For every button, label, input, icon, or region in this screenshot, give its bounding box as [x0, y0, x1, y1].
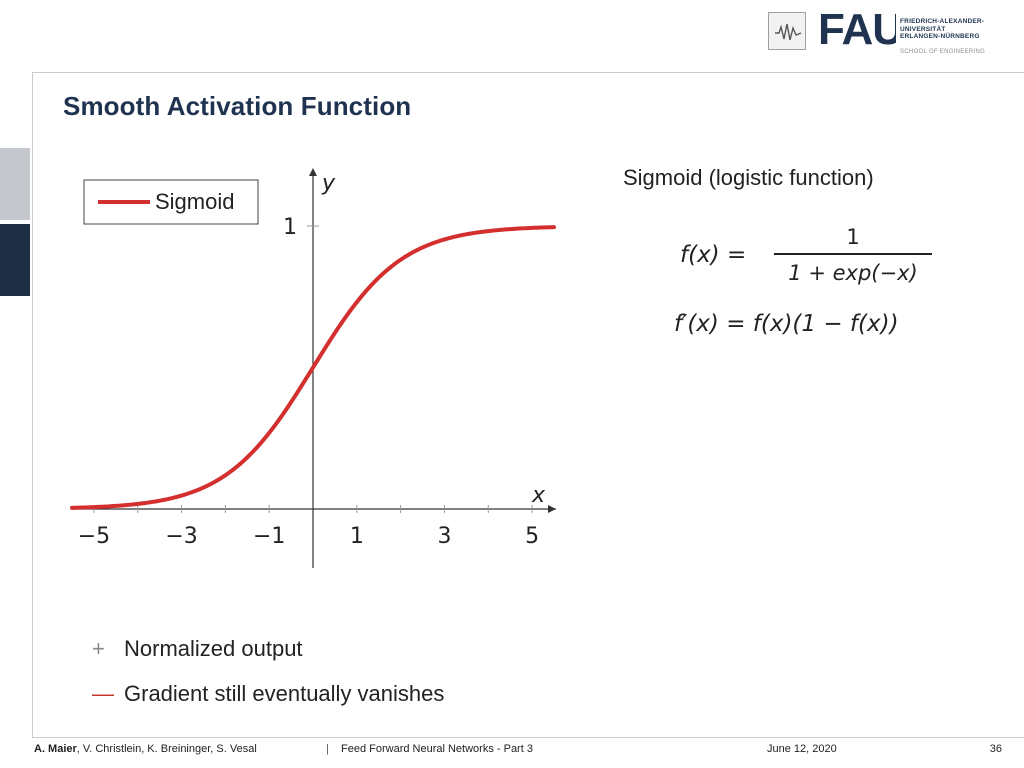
legend-label: Sigmoid [155, 189, 234, 214]
page-number: 36 [989, 743, 1002, 755]
fraction-denominator: 1 + exp(−x) [788, 260, 918, 285]
x-axis-label: x [531, 483, 546, 508]
bullet-text: Normalized output [124, 636, 303, 661]
slide-footer: A. Maier, V. Christlein, K. Breininger, … [34, 743, 1014, 761]
footer-date: June 12, 2020 [767, 743, 837, 755]
slide-header: FAU FRIEDRICH-ALEXANDER- UNIVERSITÄT ERL… [0, 0, 1024, 72]
school-name: SCHOOL OF ENGINEERING [900, 49, 986, 55]
footer-lecture: Feed Forward Neural Networks - Part 3 [341, 743, 533, 755]
fau-logo: FAU [818, 8, 896, 48]
svg-text:FAU: FAU [818, 8, 896, 48]
formula-f-lhs: f(x) = [680, 242, 747, 268]
plus-icon: + [92, 636, 105, 661]
bullet-con: — Gradient still eventually vanishes [92, 681, 444, 707]
formula-fraction: 1 1 + exp(−x) [774, 224, 932, 286]
y-axis-arrow [309, 168, 317, 176]
x-axis-arrow [548, 505, 556, 513]
y-tick-label: 1 [283, 215, 297, 240]
x-tick-label: 3 [437, 524, 451, 549]
x-tick-label: 5 [525, 524, 539, 549]
bullet-text: Gradient still eventually vanishes [124, 681, 445, 706]
side-marker-light [0, 148, 30, 220]
slide-title: Smooth Activation Function [63, 91, 412, 121]
x-tick-label: 1 [350, 524, 364, 549]
university-name: FRIEDRICH-ALEXANDER- UNIVERSITÄT ERLANGE… [900, 18, 985, 40]
x-tick-label: −3 [165, 524, 197, 549]
fraction-bar [774, 253, 932, 255]
y-axis-label: y [321, 171, 336, 196]
footer-authors: A. Maier, V. Christlein, K. Breininger, … [34, 743, 257, 755]
bullet-pro: + Normalized output [92, 636, 303, 662]
sigmoid-curve [70, 225, 556, 510]
fraction-numerator: 1 [846, 225, 860, 249]
chart-legend: Sigmoid [83, 179, 259, 225]
waveform-icon [775, 23, 802, 41]
formula-heading: Sigmoid (logistic function) [623, 165, 874, 190]
faculty-logo [768, 12, 806, 50]
x-tick-label: −5 [78, 524, 110, 549]
minus-icon: — [92, 681, 114, 706]
x-tick-label: −1 [253, 524, 285, 549]
footer-separator: | [326, 743, 329, 755]
slide-frame [32, 72, 1024, 738]
sigmoid-chart: x y −5 −3 −1 1 3 5 1 Sigmoid [70, 168, 556, 568]
side-marker-dark [0, 224, 30, 296]
formula-derivative: f′(x) = f(x)(1 − f(x)) [674, 311, 899, 337]
